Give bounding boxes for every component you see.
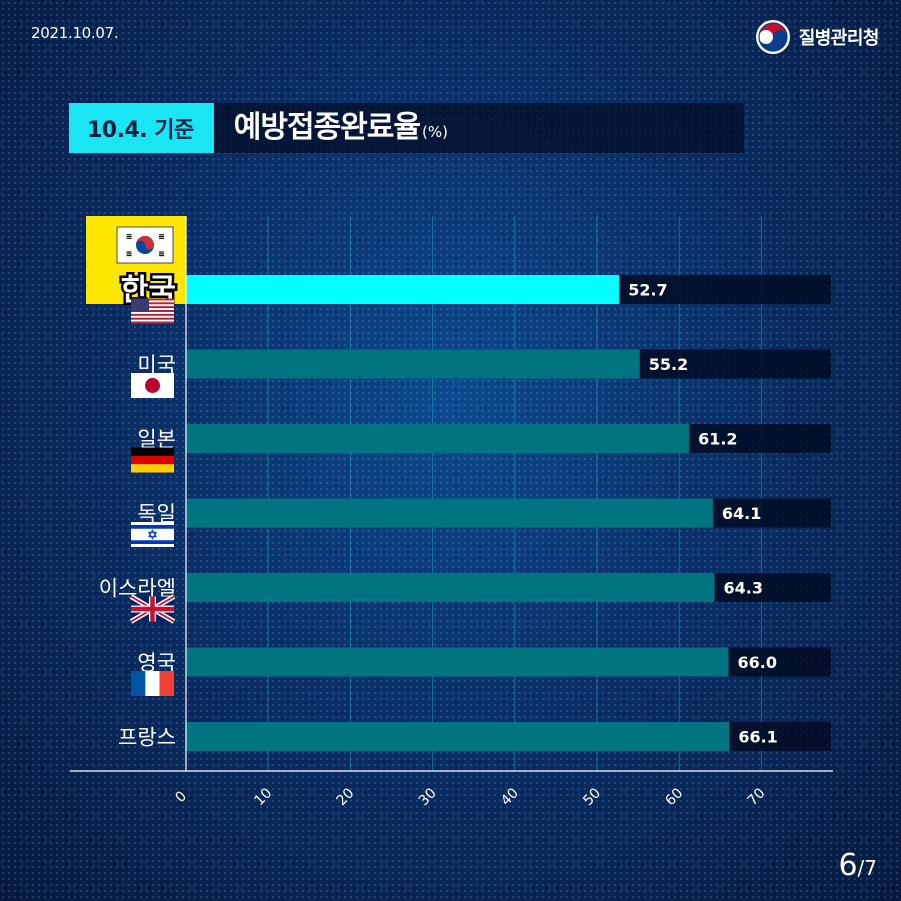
bar-value-label: 64.1 xyxy=(722,504,761,523)
x-tick-label: 10 xyxy=(251,785,275,809)
korea-flag-icon xyxy=(116,226,174,264)
x-tick-label: 60 xyxy=(662,785,686,809)
date-label: 2021.10.07. xyxy=(31,24,119,42)
title-banner: 10.4. 기준 예방접종완료율 (%) xyxy=(69,103,744,153)
chart-title-box: 예방접종완료율 (%) xyxy=(213,103,744,153)
category-label: 프랑스 xyxy=(118,726,176,750)
bar xyxy=(186,498,713,528)
bar xyxy=(186,647,729,677)
bar-value-label: 61.2 xyxy=(698,430,737,449)
bar-value-label: 66.1 xyxy=(738,728,777,747)
page-indicator: 6/7 xyxy=(838,848,877,883)
bar-value-label: 52.7 xyxy=(628,281,667,300)
uk-flag-icon xyxy=(129,594,176,624)
agency-name: 질병관리청 xyxy=(798,28,880,49)
bar xyxy=(186,722,730,751)
israel-flag-icon xyxy=(131,522,174,547)
x-tick-label: 0 xyxy=(172,788,190,806)
page-current: 6 xyxy=(838,848,858,883)
x-tick-label: 70 xyxy=(745,785,769,809)
bar-value-label: 66.0 xyxy=(738,653,777,672)
usa-flag-icon xyxy=(131,298,174,324)
x-tick-label: 30 xyxy=(416,785,440,809)
kdca-emblem-icon xyxy=(755,20,790,54)
bar xyxy=(186,424,690,453)
japan-flag-icon xyxy=(131,373,174,398)
agency-logo: 질병관리청 xyxy=(755,19,880,55)
bar-value-label: 55.2 xyxy=(649,355,688,374)
x-tick-label: 40 xyxy=(498,785,522,809)
france-flag-icon xyxy=(131,671,174,696)
x-tick-label: 20 xyxy=(334,785,358,809)
bar xyxy=(186,275,620,304)
bar-value-label: 64.3 xyxy=(724,579,763,598)
bar xyxy=(186,573,715,602)
page-total: /7 xyxy=(857,856,877,880)
germany-flag-icon xyxy=(131,447,174,473)
x-tick-label: 50 xyxy=(580,785,604,809)
chart-unit: (%) xyxy=(421,123,448,141)
chart-title: 예방접종완료율 xyxy=(233,110,421,145)
date-basis-tag: 10.4. 기준 xyxy=(69,103,214,153)
bar xyxy=(186,349,640,379)
